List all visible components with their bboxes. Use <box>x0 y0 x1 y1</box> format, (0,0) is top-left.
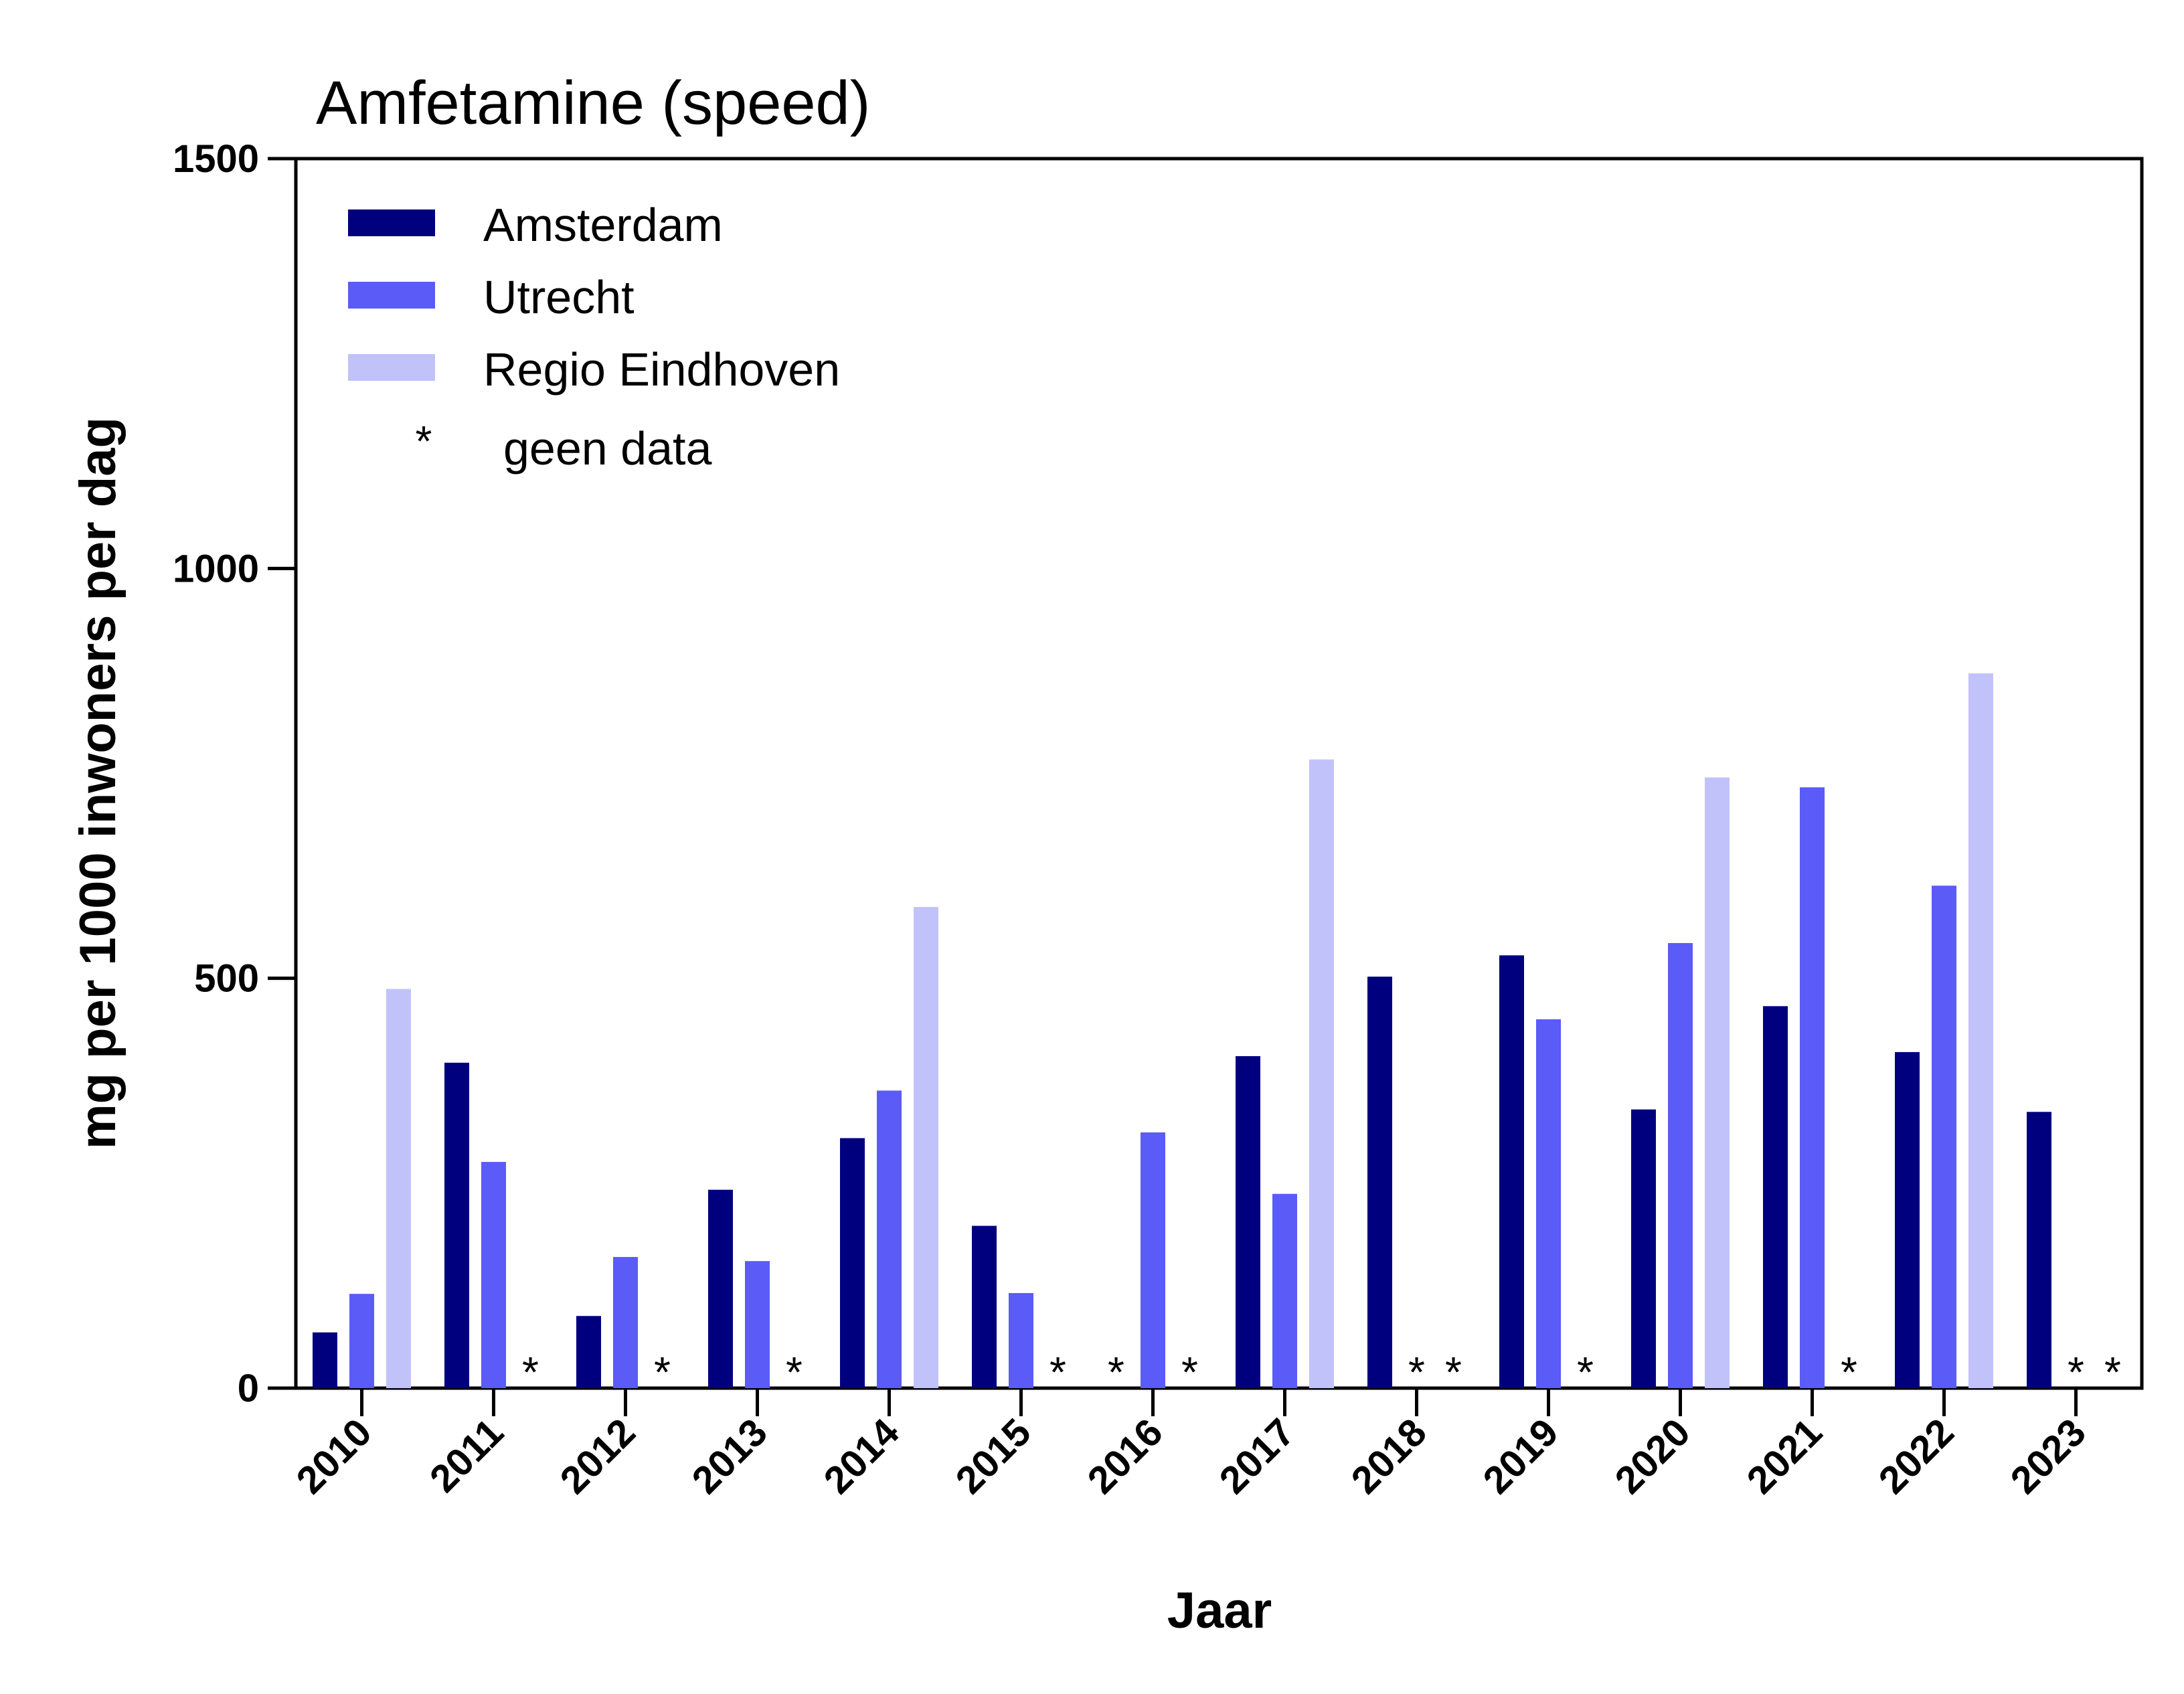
x-axis-ticks: 2010 2011 2012 2013 2014 2015 2016 2017 2018 2019… <box>288 1388 2094 1502</box>
legend-entry-label: Amsterdam <box>483 199 723 251</box>
bar <box>2027 1112 2051 1388</box>
bar <box>745 1261 770 1388</box>
no-data-marker: * <box>1181 1348 1198 1396</box>
chart-title: Amfetamine (speed) <box>316 69 870 137</box>
no-data-marker: * <box>1577 1348 1594 1396</box>
y-tick-label: 1500 <box>173 137 259 181</box>
bar <box>877 1090 902 1388</box>
bar <box>386 989 411 1388</box>
bar <box>349 1294 374 1388</box>
x-tick-label: 2017 <box>1211 1410 1303 1502</box>
plot-border <box>294 157 2144 1390</box>
x-tick-label: 2012 <box>552 1410 643 1502</box>
bar <box>313 1332 337 1388</box>
y-axis-label: mg per 1000 inwoners per dag <box>70 417 127 1149</box>
bar <box>1367 977 1392 1388</box>
no-data-marker: * <box>1841 1348 1857 1396</box>
legend-no-data-label: geen data <box>503 422 711 475</box>
no-data-marker: * <box>1445 1348 1462 1396</box>
bar <box>1631 1109 1656 1388</box>
bar <box>1932 885 1956 1388</box>
x-tick-label: 2022 <box>1870 1410 1962 1502</box>
bar <box>840 1138 865 1388</box>
legend-swatch <box>348 209 435 236</box>
bar <box>1499 955 1524 1388</box>
bar <box>444 1062 469 1388</box>
x-tick-label: 2019 <box>1475 1410 1566 1502</box>
legend-no-data-symbol: * <box>416 417 432 465</box>
legend-entry-label: Regio Eindhoven <box>483 343 840 396</box>
bar <box>1705 777 1730 1388</box>
x-tick-label: 2011 <box>422 1410 512 1501</box>
bar <box>1009 1292 1033 1388</box>
x-tick-label: 2010 <box>288 1410 380 1502</box>
no-data-markers: * * * * * * * * * * * * <box>522 1348 2121 1396</box>
y-tick-label: 0 <box>238 1367 259 1410</box>
y-tick-label: 500 <box>194 957 259 1001</box>
bar <box>1536 1019 1561 1388</box>
y-axis-ticks: 0 500 1000 1500 <box>173 137 296 1410</box>
bar <box>1309 759 1334 1388</box>
legend-swatch <box>348 282 435 309</box>
no-data-marker: * <box>1049 1348 1066 1396</box>
bar <box>1272 1193 1297 1388</box>
bar <box>613 1257 638 1388</box>
bar <box>972 1225 997 1388</box>
bar <box>1895 1051 1920 1388</box>
bars <box>313 673 2051 1389</box>
no-data-marker: * <box>1408 1348 1425 1396</box>
x-tick-label: 2016 <box>1079 1410 1171 1502</box>
x-tick-label: 2021 <box>1738 1410 1830 1502</box>
x-tick-label: 2020 <box>1606 1410 1698 1502</box>
bar <box>1968 673 1993 1389</box>
bar <box>708 1189 733 1388</box>
bar <box>914 907 938 1388</box>
x-tick-label: 2015 <box>947 1410 1039 1502</box>
x-tick-label: 2013 <box>683 1410 775 1502</box>
plot-frame <box>294 157 2144 1390</box>
legend: Amsterdam Utrecht Regio Eindhoven * geen dat… <box>348 199 840 475</box>
no-data-marker: * <box>786 1348 803 1396</box>
no-data-marker: * <box>654 1348 671 1396</box>
bar <box>1141 1132 1165 1388</box>
bar <box>1800 787 1825 1388</box>
bar <box>1763 1006 1788 1388</box>
bar <box>1236 1056 1260 1388</box>
no-data-marker: * <box>2104 1348 2121 1396</box>
bar <box>481 1161 506 1388</box>
bar <box>576 1316 601 1388</box>
no-data-marker: * <box>1108 1348 1124 1396</box>
x-tick-label: 2014 <box>815 1410 907 1502</box>
no-data-marker: * <box>522 1348 539 1396</box>
legend-entry-label: Utrecht <box>483 271 635 323</box>
no-data-marker: * <box>2068 1348 2084 1396</box>
x-tick-label: 2018 <box>1343 1410 1434 1502</box>
x-axis-label: Jaar <box>1167 1582 1272 1639</box>
x-tick-label: 2023 <box>2002 1410 2094 1502</box>
bar <box>1668 943 1693 1388</box>
legend-swatch <box>348 354 435 381</box>
y-tick-label: 1000 <box>173 547 259 590</box>
